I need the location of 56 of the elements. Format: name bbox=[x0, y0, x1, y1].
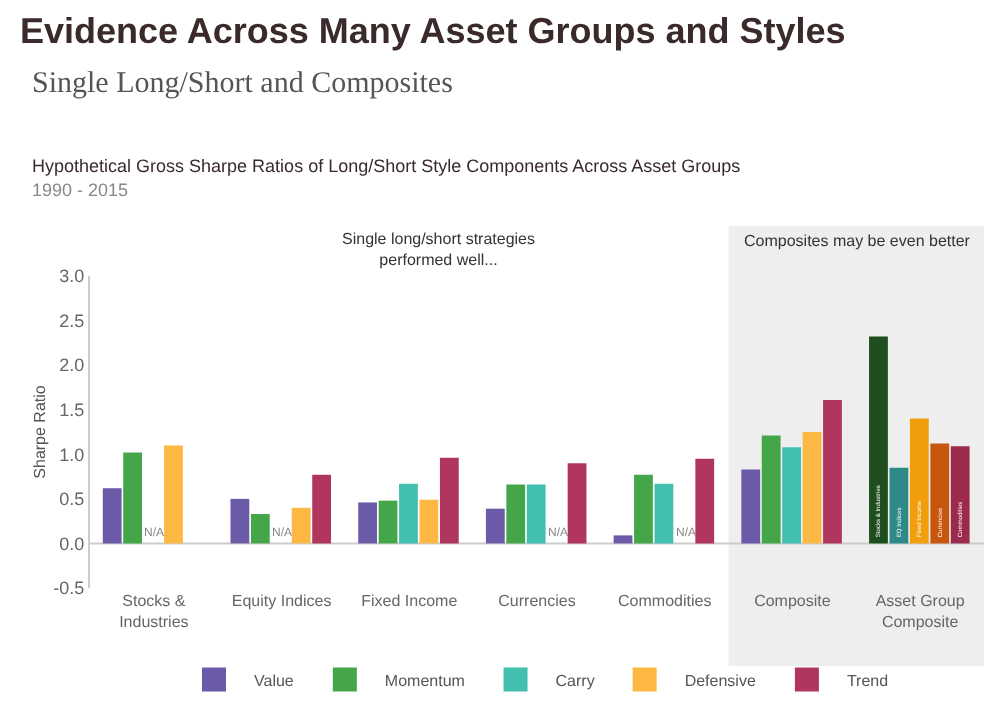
bar bbox=[506, 484, 526, 544]
bar bbox=[419, 499, 439, 544]
chart-subtitle: Single Long/Short and Composites bbox=[32, 68, 454, 100]
text: Hypothetical Gross Sharpe Ratios of Long/Short Style Components Across Asset Groups bbox=[32, 156, 742, 176]
bar bbox=[312, 474, 332, 544]
bar bbox=[909, 418, 929, 544]
bar bbox=[123, 452, 142, 544]
chart-title: Evidence Across Many Asset Groups and Styles bbox=[20, 11, 846, 52]
bar bbox=[102, 488, 122, 544]
bar bbox=[654, 483, 674, 544]
y-tick-label: 3.0 bbox=[59, 266, 85, 287]
bar bbox=[399, 483, 418, 544]
y-tick-label: 2.5 bbox=[59, 310, 85, 331]
bar bbox=[485, 508, 505, 544]
legend-label: Trend bbox=[846, 671, 889, 690]
band-label: Composites may be even better bbox=[744, 232, 971, 250]
x-tick-label: Fixed Income bbox=[361, 592, 459, 610]
bar bbox=[782, 447, 802, 544]
bar bbox=[291, 507, 311, 544]
x-tick-label: Stocks & Industries bbox=[119, 592, 189, 631]
y-axis-title: Sharpe Ratio bbox=[30, 384, 49, 479]
y-tick-label: 1.5 bbox=[59, 400, 85, 421]
bar bbox=[950, 446, 970, 544]
bar bbox=[358, 502, 377, 544]
bar bbox=[802, 432, 822, 544]
bar bbox=[230, 498, 250, 544]
legend-label: Defensive bbox=[684, 671, 757, 690]
legend-label: Carry bbox=[555, 671, 595, 690]
bar bbox=[761, 435, 781, 544]
x-tick-label: Asset Group Composite bbox=[875, 592, 966, 631]
legend-label: Value bbox=[254, 671, 295, 690]
text: 1990 - 2015 bbox=[32, 180, 129, 200]
x-tick-label: Composite bbox=[754, 592, 832, 610]
bar bbox=[613, 535, 633, 544]
y-tick-label: 2.0 bbox=[59, 355, 85, 376]
bar bbox=[164, 445, 183, 544]
y-tick-label: 0.5 bbox=[59, 489, 85, 510]
bar bbox=[869, 336, 888, 544]
bar bbox=[250, 514, 270, 544]
x-tick-label: Currencies bbox=[498, 592, 576, 610]
x-tick-label: Commodities bbox=[618, 592, 712, 610]
y-tick-label: -0.5 bbox=[53, 578, 85, 599]
bar bbox=[567, 463, 587, 544]
bar bbox=[439, 457, 459, 544]
bar bbox=[526, 484, 546, 544]
bar bbox=[634, 474, 653, 544]
bar bbox=[930, 443, 950, 544]
bar bbox=[741, 469, 761, 544]
bar bbox=[695, 458, 715, 544]
bar bbox=[378, 500, 398, 544]
legend-label: Momentum bbox=[384, 671, 466, 690]
bar bbox=[823, 399, 842, 544]
y-tick-label: 0.0 bbox=[59, 533, 85, 554]
y-tick-label: 1.0 bbox=[59, 444, 85, 465]
text: Single long/short strategies performed well... bbox=[342, 230, 535, 269]
x-tick-label: Equity Indices bbox=[231, 592, 332, 610]
